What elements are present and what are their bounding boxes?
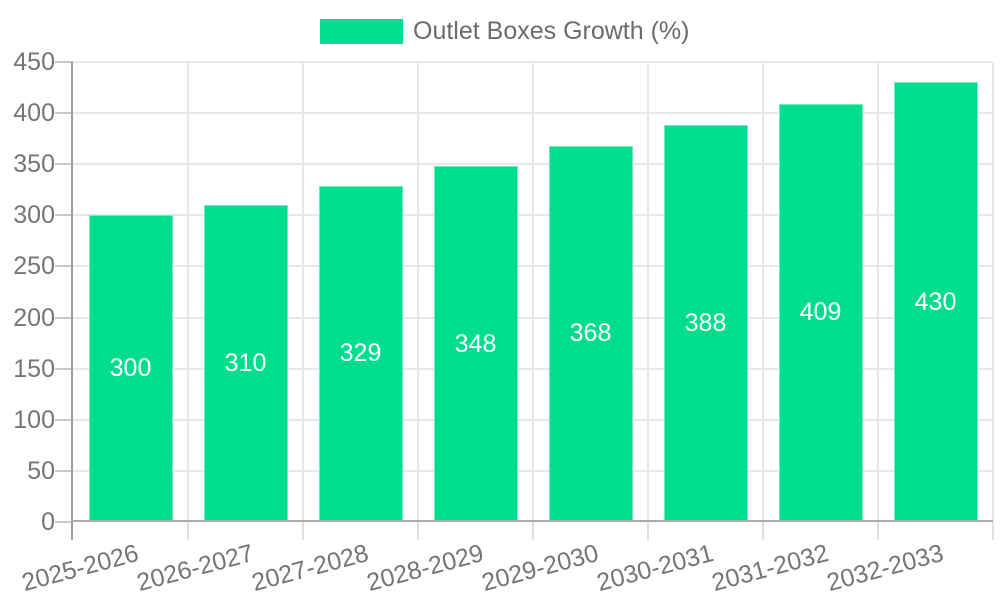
legend-swatch bbox=[320, 18, 403, 44]
x-axis-tick bbox=[647, 522, 649, 540]
bar-value-label: 348 bbox=[454, 329, 497, 358]
y-axis-label: 50 bbox=[27, 456, 55, 485]
bar-2028-2029[interactable]: 348 bbox=[433, 166, 518, 522]
y-axis-tick bbox=[55, 418, 73, 421]
bar-2032-2033[interactable]: 430 bbox=[893, 82, 978, 522]
x-axis-label: 2027-2028 bbox=[248, 539, 372, 598]
bar-value-label: 300 bbox=[109, 354, 152, 383]
gridline-vertical bbox=[302, 62, 304, 522]
x-axis-tick bbox=[417, 522, 419, 540]
y-axis-tick bbox=[55, 112, 73, 115]
gridline-vertical bbox=[992, 62, 994, 522]
x-axis-line bbox=[71, 520, 993, 522]
y-axis-label: 0 bbox=[41, 508, 55, 536]
bar-value-label: 388 bbox=[684, 309, 727, 338]
y-axis-label: 250 bbox=[13, 252, 55, 281]
bar-2030-2031[interactable]: 388 bbox=[663, 125, 748, 522]
bar-value-label: 409 bbox=[799, 298, 842, 327]
x-axis-label: 2028-2029 bbox=[363, 539, 487, 598]
x-axis-tick bbox=[877, 522, 879, 540]
bar-value-label: 368 bbox=[569, 319, 612, 348]
gridline-vertical bbox=[877, 62, 879, 522]
bar-value-label: 310 bbox=[224, 349, 267, 378]
bar-2029-2030[interactable]: 368 bbox=[548, 145, 633, 522]
x-axis-label: 2030-2031 bbox=[593, 539, 717, 598]
x-axis-tick bbox=[762, 522, 764, 540]
legend-label: Outlet Boxes Growth (%) bbox=[413, 17, 690, 45]
gridline-vertical bbox=[532, 62, 534, 522]
y-axis-tick bbox=[55, 521, 73, 523]
x-axis-label: 2026-2027 bbox=[133, 539, 257, 598]
legend: Outlet Boxes Growth (%) bbox=[320, 18, 689, 44]
bar-2025-2026[interactable]: 300 bbox=[88, 215, 173, 522]
bar-2031-2032[interactable]: 409 bbox=[778, 103, 863, 522]
y-axis-tick bbox=[55, 316, 73, 319]
legend-item-outlet-boxes-growth[interactable]: Outlet Boxes Growth (%) bbox=[320, 18, 689, 44]
y-axis-tick bbox=[55, 469, 73, 472]
gridline-vertical bbox=[417, 62, 419, 522]
y-axis-label: 350 bbox=[13, 150, 55, 179]
y-axis-label: 450 bbox=[13, 48, 55, 76]
y-axis-tick bbox=[55, 265, 73, 268]
gridline-vertical bbox=[187, 62, 189, 522]
y-axis-label: 300 bbox=[13, 201, 55, 230]
x-axis-tick bbox=[187, 522, 189, 540]
bar-value-label: 329 bbox=[339, 339, 382, 368]
x-axis-label: 2025-2026 bbox=[18, 539, 142, 598]
y-axis-label: 400 bbox=[13, 99, 55, 128]
y-axis-tick bbox=[55, 61, 73, 63]
x-axis-label: 2029-2030 bbox=[478, 539, 602, 598]
y-axis-label: 200 bbox=[13, 303, 55, 332]
y-axis-label: 150 bbox=[13, 354, 55, 383]
gridline-vertical bbox=[647, 62, 649, 522]
plot-area: 0 50 100 150 200 250 300 350 400 450 300 310 329 348 3… bbox=[13, 49, 994, 597]
x-axis-label: 2032-2033 bbox=[823, 539, 947, 598]
bar-2027-2028[interactable]: 329 bbox=[318, 185, 403, 522]
bar-2026-2027[interactable]: 310 bbox=[203, 205, 288, 522]
x-axis-tick bbox=[992, 522, 994, 540]
y-axis-tick bbox=[55, 214, 73, 217]
x-axis-tick bbox=[302, 522, 304, 540]
y-axis-tick bbox=[55, 163, 73, 166]
y-axis-label: 100 bbox=[13, 405, 55, 434]
y-axis-line bbox=[71, 62, 73, 540]
x-axis-tick bbox=[532, 522, 534, 540]
y-axis-tick bbox=[55, 367, 73, 370]
x-axis-label: 2031-2032 bbox=[708, 539, 832, 598]
bar-value-label: 430 bbox=[914, 287, 957, 316]
gridline-vertical bbox=[762, 62, 764, 522]
